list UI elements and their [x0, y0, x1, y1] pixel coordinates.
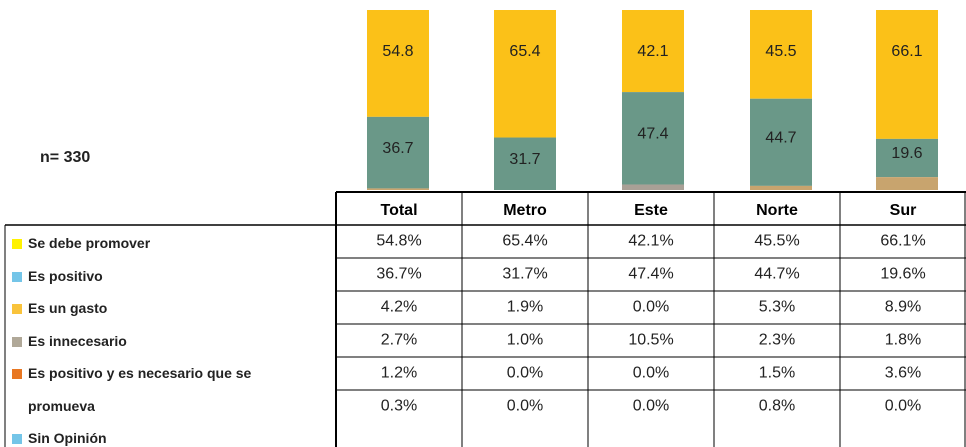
table-cell: 0.8%	[759, 398, 795, 415]
legend-swatch	[12, 336, 22, 347]
legend-swatch	[12, 434, 22, 444]
legend-label: Es innecesario	[28, 332, 127, 349]
bar-label: 66.1	[891, 43, 922, 60]
column-header: Este	[634, 202, 668, 219]
table-cell: 2.7%	[381, 332, 417, 349]
table-cell: 0.0%	[633, 365, 669, 382]
table-cell: 0.3%	[381, 398, 417, 415]
legend-label: Sin Opinión	[28, 430, 107, 446]
table-cell: 1.5%	[759, 365, 795, 382]
bar-label: 31.7	[509, 151, 540, 168]
table-cell: 0.0%	[633, 299, 669, 316]
legend: Se debe promover Es positivo Es un gasto Es…	[12, 227, 262, 447]
bar-segment	[750, 196, 812, 200]
column-header: Norte	[756, 202, 798, 219]
bar-segment	[622, 184, 684, 190]
bar-label: 42.1	[637, 43, 668, 60]
table-cell: 1.2%	[381, 365, 417, 382]
legend-swatch	[12, 239, 22, 249]
table-cell: 0.0%	[633, 398, 669, 415]
legend-label: Es positivo y es necesario que se promue…	[28, 365, 252, 414]
legend-swatch	[12, 304, 22, 314]
bar-segment	[367, 10, 429, 117]
table-cell: 47.4%	[628, 266, 673, 283]
bar-segment	[750, 185, 812, 190]
bar-segment	[367, 188, 429, 190]
legend-label: Es un gasto	[28, 300, 108, 316]
legend-swatch	[12, 369, 22, 379]
legend-item: Se debe promover	[12, 227, 262, 260]
legend-label: Se debe promover	[28, 235, 151, 251]
table-cell: 8.9%	[885, 299, 921, 316]
sample-size: n= 330	[40, 149, 90, 166]
column-header: Sur	[890, 202, 917, 219]
table-cell: 4.2%	[381, 299, 417, 316]
bar-label: 47.4	[637, 126, 668, 143]
table-cell: 10.5%	[628, 332, 673, 349]
legend-label: Es positivo	[28, 267, 103, 284]
table-cell: 5.3%	[759, 299, 795, 316]
bar-segment	[876, 177, 938, 190]
legend-item: Es positivo	[12, 260, 262, 293]
bar-label: 54.8	[382, 43, 413, 60]
table-cell: 1.0%	[507, 332, 543, 349]
bar-segment	[876, 138, 938, 178]
table-cell: 66.1%	[880, 233, 925, 250]
table-cell: 42.1%	[628, 233, 673, 250]
legend-item: Es innecesario	[12, 325, 262, 358]
legend-item: Sin Opinión	[12, 422, 262, 447]
table-cell: 31.7%	[502, 266, 547, 283]
table-cell: 0.0%	[507, 365, 543, 382]
column-header: Metro	[503, 202, 547, 219]
table-cell: 2.3%	[759, 332, 795, 349]
bar-label: 65.4	[509, 43, 540, 60]
bar-segment	[876, 10, 938, 139]
bar-label: 19.6	[891, 145, 922, 162]
bar-label: 36.7	[382, 140, 413, 157]
table-cell: 65.4%	[502, 233, 547, 250]
table-cell: 3.6%	[885, 365, 921, 382]
table-cell: 19.6%	[880, 266, 925, 283]
table-cell: 44.7%	[754, 266, 799, 283]
legend-item: Es positivo y es necesario que se promue…	[12, 357, 262, 422]
bar-segment	[876, 194, 938, 198]
bar-label: 45.5	[765, 43, 796, 60]
table-cell: 36.7%	[376, 266, 421, 283]
bar-segment	[494, 137, 556, 190]
table-cell: 1.9%	[507, 299, 543, 316]
bar-segment	[750, 98, 812, 186]
bar-segment	[367, 197, 429, 202]
column-header: Total	[380, 202, 417, 219]
bar-segment	[622, 92, 684, 185]
bar-segment	[622, 10, 684, 93]
bar-segment	[494, 10, 556, 138]
table-cell: 54.8%	[376, 233, 421, 250]
bar-label: 44.7	[765, 130, 796, 147]
legend-swatch	[12, 271, 22, 282]
table-cell: 0.0%	[885, 398, 921, 415]
table-cell: 45.5%	[754, 233, 799, 250]
table-cell: 1.8%	[885, 332, 921, 349]
bar-segment	[750, 10, 812, 99]
legend-item: Es un gasto	[12, 292, 262, 325]
table-cell: 0.0%	[507, 398, 543, 415]
bar-segment	[367, 116, 429, 189]
